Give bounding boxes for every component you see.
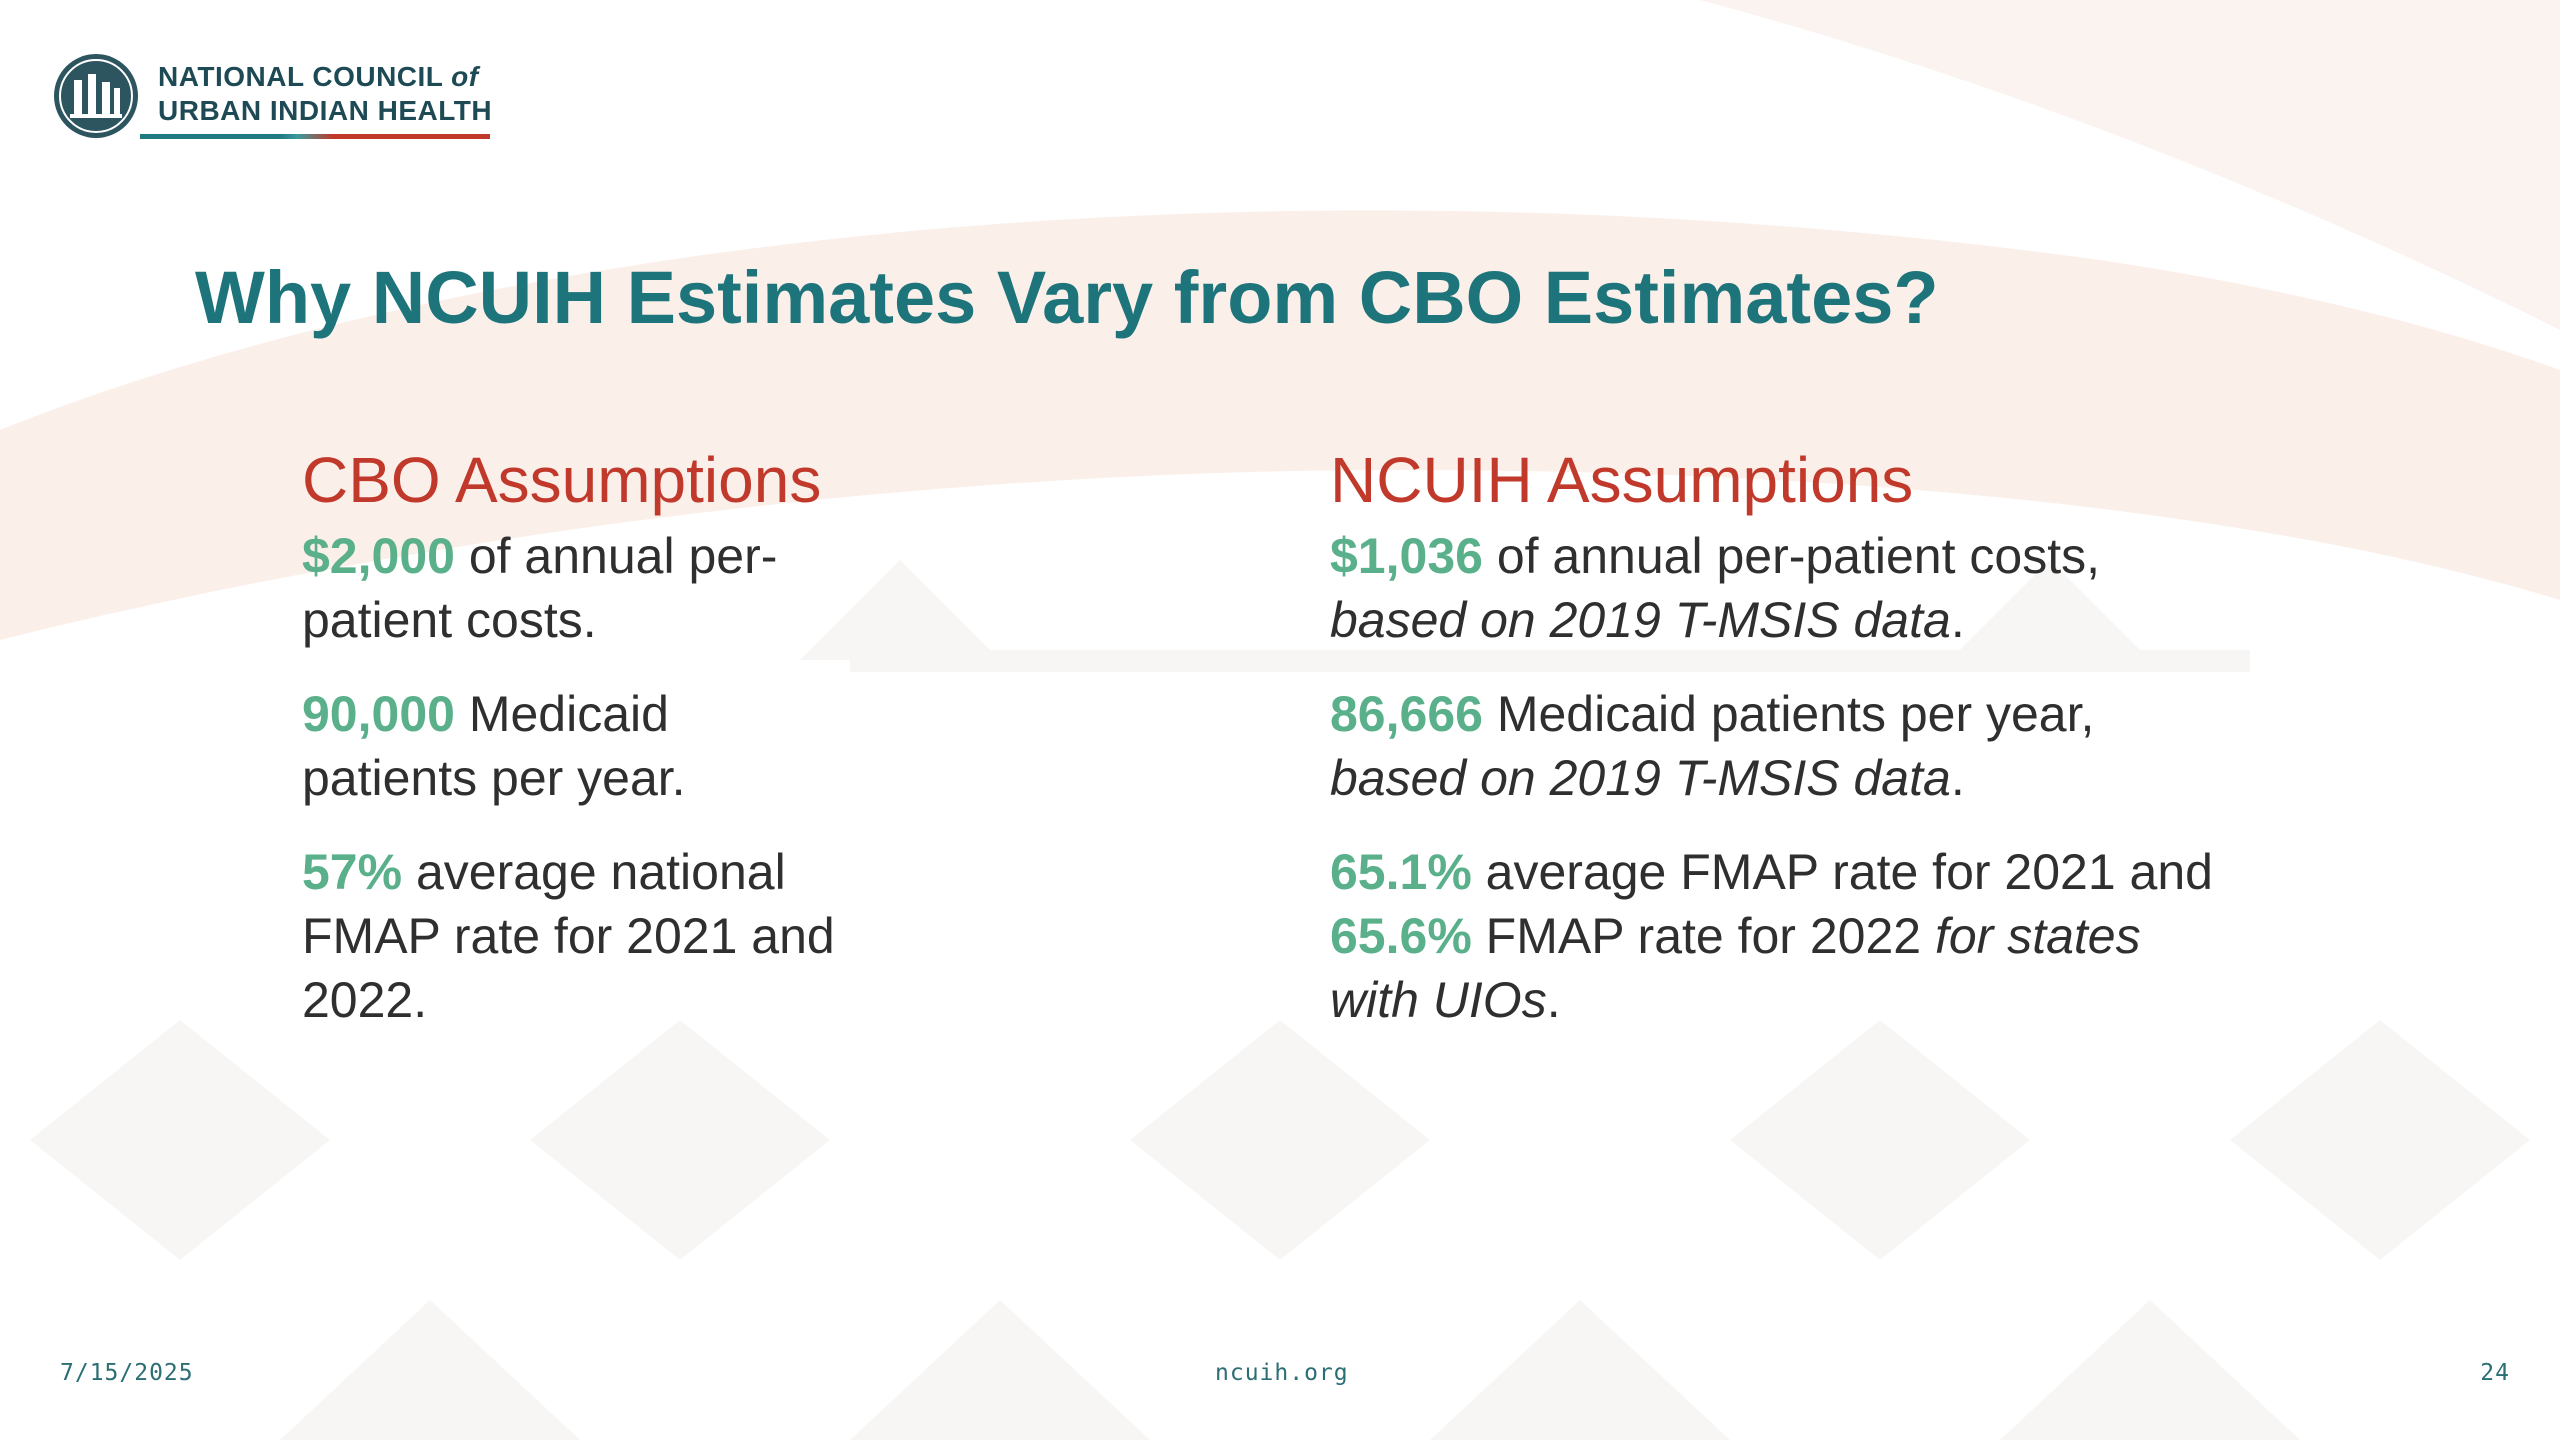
ncuih-fmap-value2: 65.6% — [1330, 908, 1472, 964]
ncuih-item-patients: 86,666 Medicaid patients per year, based… — [1330, 682, 2290, 810]
ncuih-fmap-value: 65.1% — [1330, 844, 1472, 900]
cbo-fmap-text-a: average national — [402, 844, 786, 900]
ncuih-item-fmap: 65.1% average FMAP rate for 2021 and 65.… — [1330, 840, 2290, 1032]
cbo-item-patients: 90,000 Medicaid patients per year. — [302, 682, 862, 810]
ncuih-patients-tail: . — [1950, 750, 1965, 806]
ncuih-cost-source: based on 2019 T-MSIS data — [1330, 592, 1951, 648]
ncuih-fmap-tail: . — [1546, 972, 1561, 1028]
cbo-column: CBO Assumptions $2,000 of annual per- pa… — [302, 440, 862, 1062]
ncuih-patients-text: Medicaid patients per year, — [1482, 686, 2095, 742]
ncuih-patients-source: based on 2019 T-MSIS data — [1330, 750, 1951, 806]
ncuih-logo: NATIONAL COUNCIL of URBAN INDIAN HEALTH — [52, 52, 492, 140]
cbo-cost-text-a: of annual per- — [454, 528, 778, 584]
ncuih-cost-text: of annual per-patient costs, — [1482, 528, 2100, 584]
cbo-cost-text-b: patient costs. — [302, 592, 597, 648]
cbo-item-cost: $2,000 of annual per- patient costs. — [302, 524, 862, 652]
logo-underline — [140, 134, 490, 139]
ncuih-fmap-italic2: with UIOs — [1330, 972, 1547, 1028]
logo-line2: URBAN INDIAN HEALTH — [158, 95, 493, 126]
footer-site: ncuih.org — [1215, 1360, 1349, 1386]
cbo-patients-text-a: Medicaid — [454, 686, 669, 742]
ncuih-heading: NCUIH Assumptions — [1330, 444, 1914, 516]
logo-line1: NATIONAL COUNCIL — [158, 61, 443, 92]
cbo-fmap-text-c: 2022. — [302, 972, 428, 1028]
ncuih-column: NCUIH Assumptions $1,036 of annual per-p… — [1330, 440, 2290, 1062]
cbo-cost-value: $2,000 — [302, 528, 455, 584]
slide-title: Why NCUIH Estimates Vary from CBO Estima… — [195, 256, 1939, 339]
cbo-fmap-text-b: FMAP rate for 2021 and — [302, 908, 835, 964]
ncuih-fmap-text2: FMAP rate for 2022 — [1471, 908, 1935, 964]
logo-line1-em: of — [451, 61, 479, 92]
ncuih-item-cost: $1,036 of annual per-patient costs, base… — [1330, 524, 2290, 652]
footer-date: 7/15/2025 — [60, 1360, 194, 1386]
cbo-patients-text-b: patients per year. — [302, 750, 686, 806]
footer-page-number: 24 — [2480, 1360, 2510, 1386]
ncuih-patients-value: 86,666 — [1330, 686, 1483, 742]
ncuih-seal-icon — [54, 54, 138, 138]
cbo-heading: CBO Assumptions — [302, 444, 822, 516]
cbo-patients-value: 90,000 — [302, 686, 455, 742]
cbo-fmap-value: 57% — [302, 844, 403, 900]
ncuih-cost-tail: . — [1950, 592, 1965, 648]
ncuih-cost-value: $1,036 — [1330, 528, 1483, 584]
ncuih-fmap-text: average FMAP rate for 2021 and — [1471, 844, 2213, 900]
ncuih-fmap-italic: for states — [1934, 908, 2141, 964]
cbo-item-fmap: 57% average national FMAP rate for 2021 … — [302, 840, 862, 1032]
